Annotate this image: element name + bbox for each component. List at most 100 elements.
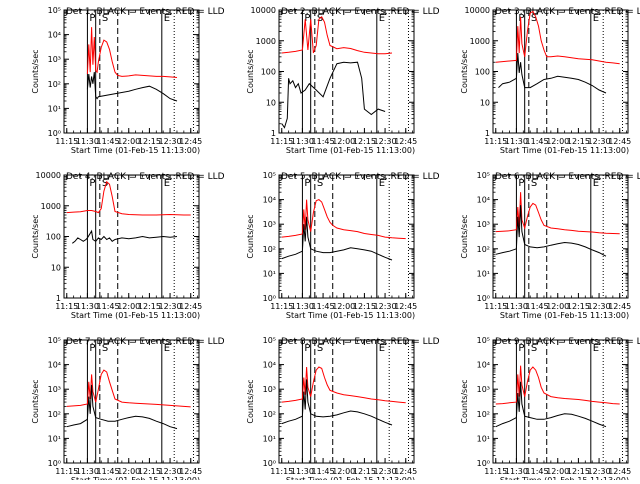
x-tick-label: 12:00	[546, 302, 569, 311]
y-tick-label: 10000	[465, 6, 490, 15]
x-tick-label: 11:30	[505, 302, 528, 311]
marker-label: P	[518, 343, 524, 354]
marker-label: S	[531, 343, 537, 354]
events-series-line	[72, 229, 178, 244]
panel-title: Det 2: BLACK = Events, RED = LLD	[281, 7, 440, 17]
y-tick-label: 10³	[477, 385, 490, 394]
marker-label: P	[304, 178, 310, 189]
x-tick-label: 11:30	[505, 467, 528, 476]
y-tick-label: 1000	[256, 37, 276, 46]
y-tick-label: 10⁵	[48, 6, 61, 15]
lld-series-line	[495, 365, 620, 405]
panel-title: Det 9: BLACK = Events, RED = LLD	[495, 337, 640, 347]
y-tick-label: 1000	[41, 202, 61, 211]
y-tick-label: 10	[480, 98, 490, 107]
marker-label: E	[593, 343, 599, 354]
y-tick-label: 10²	[477, 245, 490, 254]
plot-frame	[63, 339, 200, 464]
y-tick-label: 10⁵	[263, 171, 276, 180]
lld-series-line	[495, 10, 620, 65]
x-tick-label: 12:30	[588, 137, 611, 146]
marker-label: E	[164, 178, 170, 189]
x-tick-label: 11:45	[526, 467, 549, 476]
x-tick-label: 12:45	[179, 467, 202, 476]
x-tick-label: 11:15	[270, 137, 293, 146]
y-tick-label: 10³	[48, 55, 61, 64]
x-tick-label: 12:00	[117, 467, 140, 476]
marker-label: S	[317, 178, 323, 189]
x-axis-label: Start Time (01-Feb-15 11:13:00)	[500, 146, 629, 155]
y-tick-label: 10²	[263, 410, 276, 419]
marker-label: E	[379, 178, 385, 189]
marker-label: E	[379, 343, 385, 354]
x-tick-label: 12:45	[608, 137, 631, 146]
y-tick-label: 100	[475, 68, 490, 77]
x-tick-label: 11:45	[97, 137, 120, 146]
x-tick-label: 12:15	[353, 137, 376, 146]
plot-frame	[278, 339, 415, 464]
y-axis-label: Counts/sec	[460, 49, 469, 93]
x-tick-label: 12:30	[374, 137, 397, 146]
x-tick-label: 12:00	[332, 302, 355, 311]
y-tick-label: 10²	[263, 245, 276, 254]
y-tick-label: 10⁰	[48, 129, 61, 138]
y-tick-label: 10⁰	[477, 294, 490, 303]
plot-frame	[63, 174, 200, 299]
panel-title: Det 4: BLACK = Events, RED = LLD	[66, 172, 225, 182]
y-tick-label: 10¹	[477, 269, 490, 278]
x-tick-label: 12:30	[588, 302, 611, 311]
events-series-line	[281, 61, 386, 129]
x-tick-label: 12:15	[567, 137, 590, 146]
x-tick-label: 12:45	[394, 302, 417, 311]
x-tick-label: 11:45	[526, 302, 549, 311]
panel-title: Det 6: BLACK = Events, RED = LLD	[495, 172, 640, 182]
plot-frame	[492, 174, 629, 299]
y-tick-label: 10²	[477, 410, 490, 419]
x-tick-label: 12:15	[353, 467, 376, 476]
plot-frame	[492, 9, 629, 134]
x-axis-label: Start Time (01-Feb-15 11:13:00)	[286, 146, 415, 155]
marker-label: E	[164, 343, 170, 354]
marker-label: S	[531, 13, 537, 24]
marker-label: P	[89, 343, 95, 354]
y-tick-label: 100	[46, 233, 61, 242]
lld-series-line	[281, 15, 393, 55]
panel-det-1: Det 1: BLACK = Events, RED = LLD 10⁰ 10¹ 10…	[31, 6, 225, 155]
y-tick-label: 10	[51, 263, 61, 272]
x-tick-label: 11:15	[270, 467, 293, 476]
marker-label: P	[304, 343, 310, 354]
y-axis-label: Counts/sec	[246, 379, 255, 423]
marker-label: S	[102, 178, 108, 189]
x-tick-label: 11:15	[55, 467, 78, 476]
x-tick-label: 11:45	[312, 137, 335, 146]
y-tick-label: 10²	[48, 80, 61, 89]
x-tick-label: 11:15	[55, 302, 78, 311]
panel-det-4: Det 4: BLACK = Events, RED = LLD 1 10 100 10…	[31, 171, 225, 320]
y-tick-label: 10²	[48, 410, 61, 419]
x-tick-label: 12:45	[394, 467, 417, 476]
x-tick-label: 12:30	[159, 137, 182, 146]
y-tick-label: 10⁴	[477, 196, 490, 205]
x-axis-label: Start Time (01-Feb-15 11:13:00)	[71, 146, 200, 155]
y-tick-label: 10⁴	[48, 361, 61, 370]
x-tick-label: 12:15	[567, 302, 590, 311]
x-tick-label: 12:00	[117, 302, 140, 311]
y-tick-label: 10¹	[263, 269, 276, 278]
marker-label: E	[379, 13, 385, 24]
x-tick-label: 12:15	[138, 302, 161, 311]
events-series-line	[498, 52, 607, 94]
x-tick-label: 12:00	[546, 467, 569, 476]
panel-title: Det 8: BLACK = Events, RED = LLD	[281, 337, 440, 347]
x-tick-label: 11:45	[312, 467, 335, 476]
y-axis-label: Counts/sec	[246, 49, 255, 93]
y-tick-label: 1000	[470, 37, 490, 46]
y-tick-label: 10⁰	[48, 459, 61, 468]
x-tick-label: 12:15	[567, 467, 590, 476]
x-tick-label: 12:45	[179, 137, 202, 146]
y-tick-label: 10¹	[263, 434, 276, 443]
y-axis-label: Counts/sec	[31, 214, 40, 258]
x-tick-label: 11:30	[76, 302, 99, 311]
marker-label: S	[317, 343, 323, 354]
